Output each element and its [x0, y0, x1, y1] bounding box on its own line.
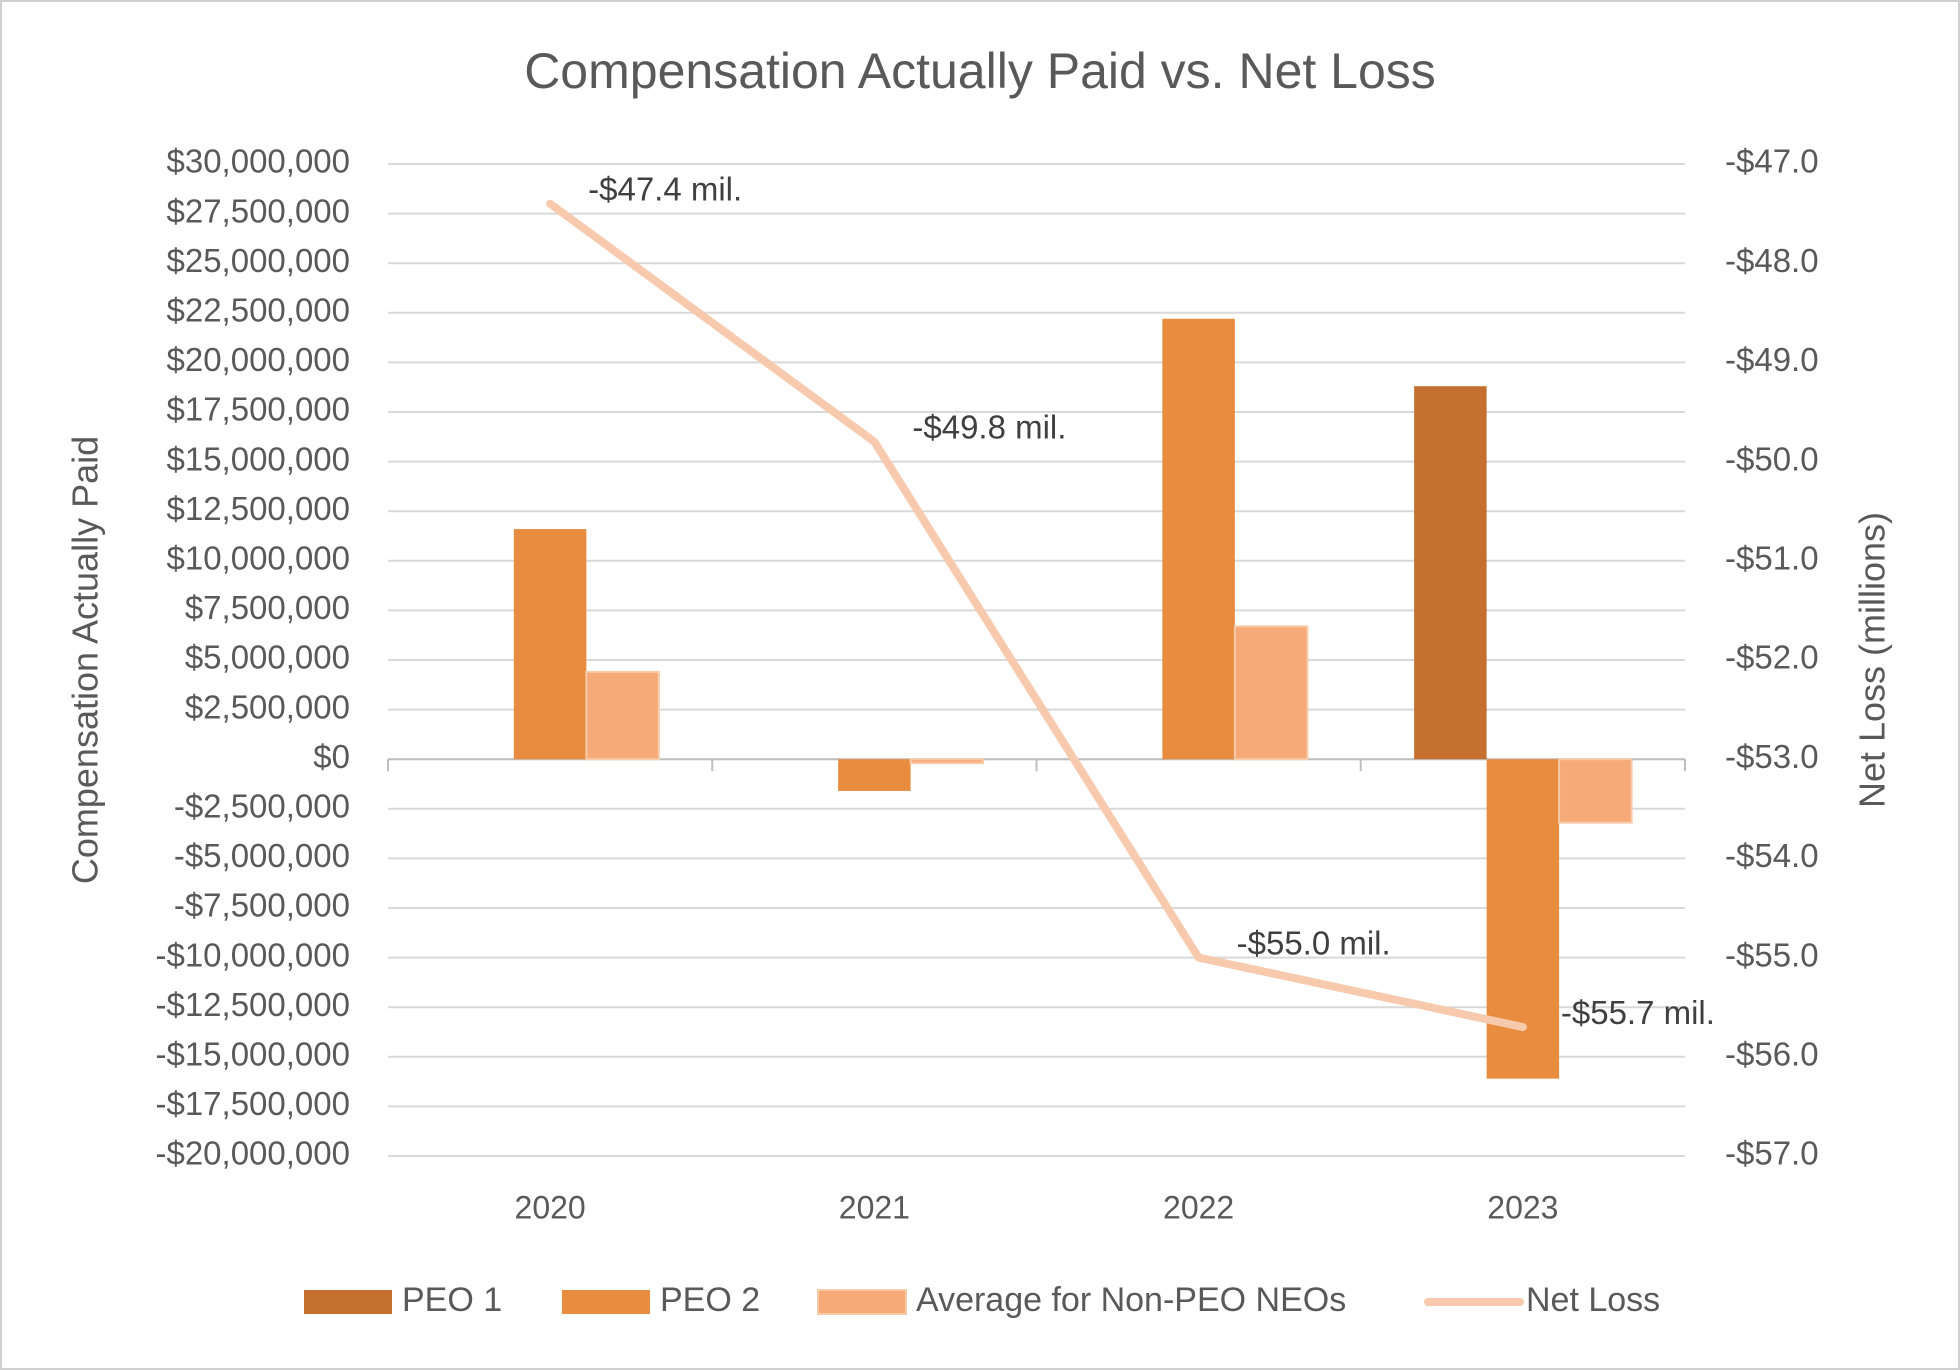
x-tick-label: 2023 [1487, 1189, 1558, 1225]
y2-tick-label: -$47.0 [1725, 143, 1819, 180]
y-tick-label: $20,000,000 [166, 341, 350, 378]
bar [1233, 625, 1309, 761]
y2-tick-label: -$54.0 [1725, 837, 1819, 874]
y-tick-label: $17,500,000 [166, 391, 350, 428]
y2-tick-label: -$55.0 [1725, 936, 1819, 973]
y-tick-label: -$2,500,000 [174, 788, 350, 825]
y-tick-label: -$5,000,000 [174, 837, 350, 874]
data-label: -$47.4 mil. [588, 170, 742, 207]
y2-tick-label: -$51.0 [1725, 540, 1819, 577]
y-tick-label: -$15,000,000 [155, 1036, 350, 1073]
y-tick-label: -$10,000,000 [155, 936, 350, 973]
bar [1414, 386, 1487, 760]
y2-tick-label: -$50.0 [1725, 440, 1819, 477]
bar [1162, 318, 1235, 760]
y-tick-label: $5,000,000 [185, 639, 350, 676]
bar [1558, 758, 1633, 824]
y2-tick-label: -$48.0 [1725, 242, 1819, 279]
data-label: -$49.8 mil. [912, 408, 1066, 445]
y-tick-label: -$17,500,000 [155, 1085, 350, 1122]
y-tick-label: $12,500,000 [166, 490, 350, 527]
legend-label: PEO 2 [660, 1281, 760, 1319]
y-tick-label: $2,500,000 [185, 688, 350, 725]
data-label: -$55.7 mil. [1561, 994, 1715, 1031]
y-tick-label: $0 [313, 738, 350, 775]
x-tick-label: 2021 [839, 1189, 910, 1225]
bar [513, 529, 587, 760]
y2-tick-label: -$57.0 [1725, 1135, 1819, 1172]
bar [585, 670, 660, 761]
y-tick-label: -$7,500,000 [174, 887, 350, 924]
line [546, 199, 1527, 1032]
bar [909, 758, 985, 765]
chart-title: Compensation Actually Paid vs. Net Loss [524, 43, 1436, 99]
y-tick-label: $30,000,000 [166, 143, 350, 180]
bar [838, 759, 911, 791]
x-tick-label: 2022 [1163, 1189, 1234, 1225]
y-tick-label: $15,000,000 [166, 440, 350, 477]
y2-tick-label: -$52.0 [1725, 639, 1819, 676]
y-tick-label: $22,500,000 [166, 292, 350, 329]
y2-axis-title: Net Loss (millions) [1852, 512, 1893, 808]
y2-tick-label: -$49.0 [1725, 341, 1819, 378]
y-tick-label: $10,000,000 [166, 540, 350, 577]
y2-tick-label: -$53.0 [1725, 738, 1819, 775]
legend-label: PEO 1 [402, 1281, 502, 1319]
legend-label: Average for Non-PEO NEOs [916, 1281, 1346, 1319]
legend-label: Net Loss [1526, 1281, 1660, 1319]
legend-swatch [817, 1289, 907, 1315]
y-tick-label: -$12,500,000 [155, 986, 350, 1023]
y-tick-label: $7,500,000 [185, 589, 350, 626]
y-tick-label: -$20,000,000 [155, 1135, 350, 1172]
legend-swatch [304, 1290, 392, 1314]
y-axis-title: Compensation Actually Paid [65, 436, 106, 884]
legend-swatch [562, 1290, 650, 1314]
y-tick-label: $25,000,000 [166, 242, 350, 279]
y2-tick-label: -$56.0 [1725, 1036, 1819, 1073]
data-label: -$55.0 mil. [1237, 924, 1391, 961]
y-tick-label: $27,500,000 [166, 192, 350, 229]
x-tick-label: 2020 [515, 1189, 586, 1225]
